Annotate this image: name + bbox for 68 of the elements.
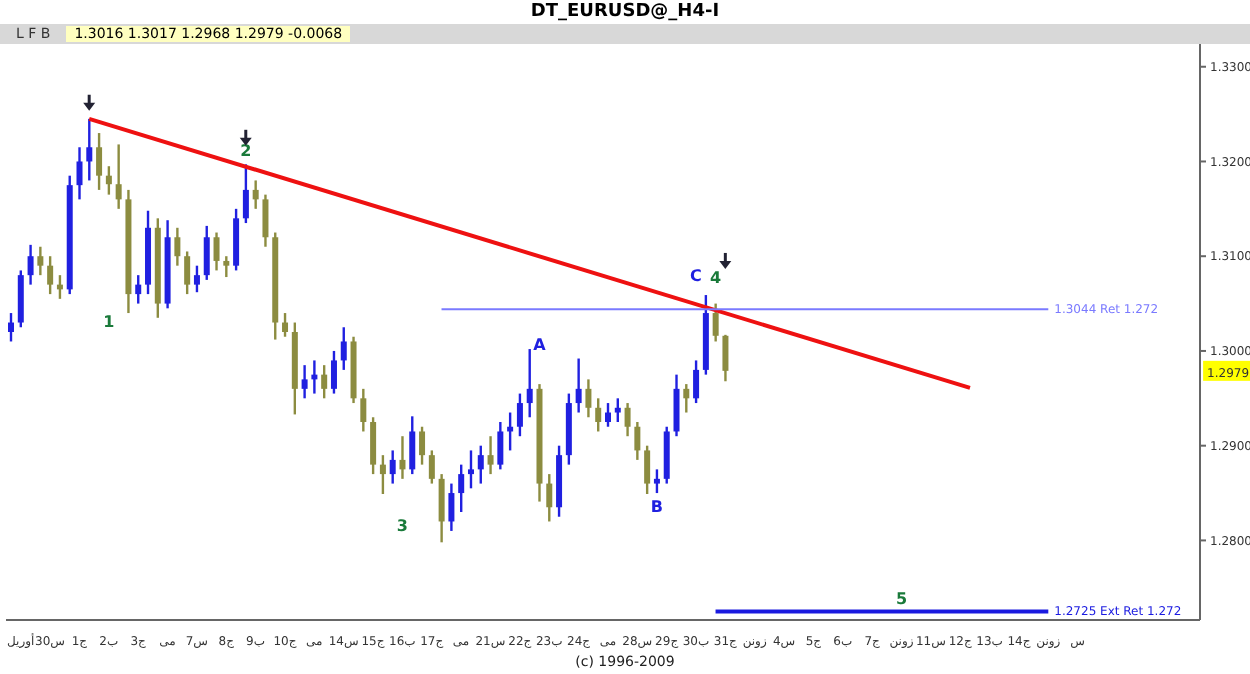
candlestick <box>8 311 14 343</box>
candlestick <box>135 273 142 305</box>
candlestick <box>282 311 289 338</box>
candlestick <box>242 163 249 225</box>
candlestick <box>301 363 308 400</box>
candlestick <box>223 255 230 279</box>
candlestick <box>663 425 670 485</box>
candlestick <box>683 382 690 414</box>
candlestick <box>448 482 455 533</box>
candlestick <box>487 435 494 476</box>
candlestick <box>467 449 474 490</box>
candlestick <box>497 420 504 471</box>
candlestick <box>585 378 592 419</box>
candlestick <box>653 468 660 495</box>
candlestick <box>614 397 621 424</box>
candlestick <box>419 425 426 466</box>
candlestick <box>262 193 269 248</box>
candlestick <box>47 255 54 296</box>
candlestick <box>546 472 553 523</box>
candlestick <box>722 333 729 383</box>
annotation: 5 <box>895 590 908 609</box>
candlestick <box>516 392 523 438</box>
candlestick <box>115 143 122 211</box>
annotation: B <box>650 497 663 516</box>
chart-title: DT_EURUSD@_H4-I <box>528 0 722 24</box>
annotation: C <box>690 267 703 286</box>
candlestick <box>595 397 602 433</box>
candlestick <box>37 245 44 277</box>
candlestick <box>340 326 347 372</box>
candlestick <box>330 349 337 395</box>
candlestick <box>477 444 484 485</box>
candlestick <box>105 165 112 196</box>
annotation: 1 <box>103 312 116 331</box>
candlestick <box>96 131 103 192</box>
annotation: 4 <box>709 269 722 288</box>
annotation: 3 <box>396 516 408 535</box>
candlestick <box>428 449 435 485</box>
candlestick <box>438 472 445 544</box>
candlestick <box>370 416 377 476</box>
candlestick <box>673 373 680 438</box>
candlestick <box>184 250 191 296</box>
candlestick <box>27 243 34 286</box>
candlestick <box>575 357 582 414</box>
candlestick <box>605 401 611 428</box>
candlestick <box>399 435 406 481</box>
candlestick <box>379 453 386 496</box>
candlestick <box>634 420 641 462</box>
candlestick <box>458 463 465 514</box>
candlestick <box>644 444 651 496</box>
candlestick <box>203 224 210 282</box>
candlestick <box>624 401 631 438</box>
candlestick <box>693 359 700 405</box>
candlestick <box>233 207 240 272</box>
candlestick <box>193 264 200 294</box>
candlestick <box>389 449 396 485</box>
candlestick <box>360 387 367 433</box>
candlestick <box>252 179 259 211</box>
candlestick <box>174 226 181 267</box>
candlestick <box>712 302 719 343</box>
candlestick <box>526 347 533 419</box>
candlestick <box>76 146 83 201</box>
candlestick <box>213 231 220 272</box>
candlestick <box>17 269 24 329</box>
candlestick <box>86 117 93 182</box>
annotation: 2 <box>240 142 252 161</box>
annotation: A <box>533 335 548 354</box>
candlestick <box>321 363 328 400</box>
candlestick <box>409 415 416 476</box>
